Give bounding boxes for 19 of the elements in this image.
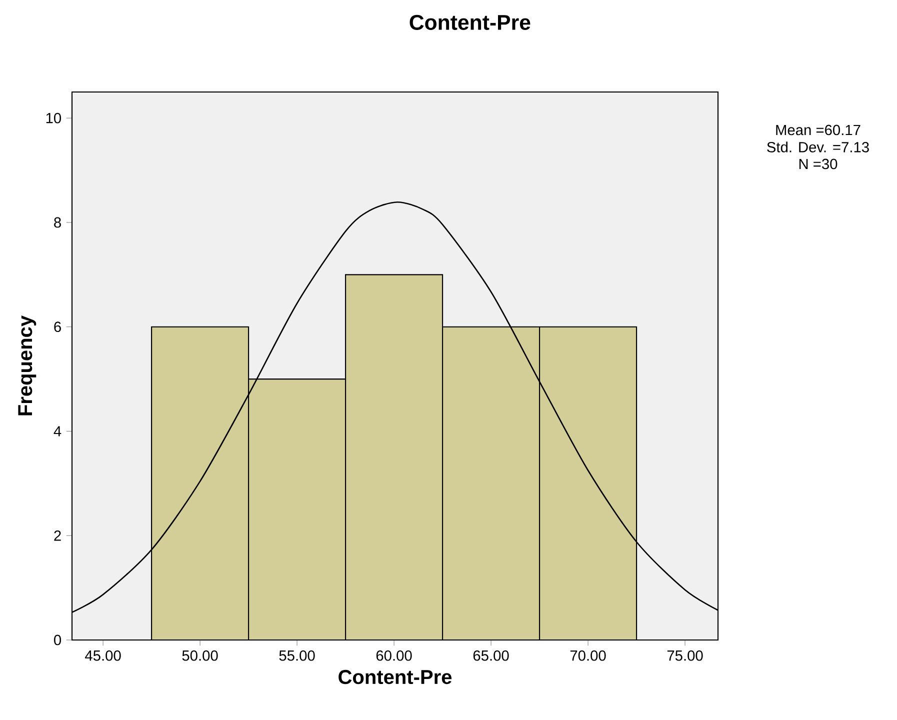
text: Std. Dev. =7.13 — [767, 142, 869, 152]
x-tick-label: 50.00 — [182, 650, 218, 661]
y-tick-label: 4 — [54, 426, 62, 436]
y-tick-label: 6 — [54, 322, 61, 332]
y-axis-title: Frequency — [18, 316, 36, 416]
x-tick-label: 70.00 — [570, 650, 606, 661]
text: N =30 — [799, 158, 838, 170]
y-tick-label: 10 — [46, 112, 62, 124]
y-tick-label: 8 — [54, 217, 61, 228]
x-axis-title: Content-Pre — [338, 670, 452, 684]
x-tick-label: 65.00 — [473, 650, 509, 661]
chart-title: Content-Pre — [410, 14, 530, 30]
text: Mean =60.17 — [776, 124, 860, 136]
x-tick-label: 45.00 — [85, 650, 121, 661]
y-tick-label: 2 — [54, 530, 61, 541]
x-tick-label: 60.00 — [376, 650, 412, 661]
x-tick-label: 55.00 — [279, 650, 315, 661]
x-tick-label: 75.00 — [667, 650, 703, 661]
y-tick-label: 0 — [54, 634, 62, 646]
